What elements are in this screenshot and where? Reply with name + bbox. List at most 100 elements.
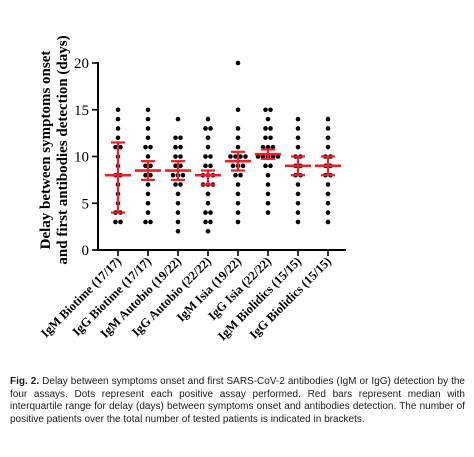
data-point <box>208 154 213 159</box>
data-point <box>265 191 271 197</box>
data-point <box>208 219 213 225</box>
data-point <box>178 135 183 141</box>
data-point <box>173 154 178 159</box>
data-point <box>233 172 238 178</box>
data-point <box>265 200 271 206</box>
data-point <box>325 219 331 225</box>
caption-text: Delay between symptoms onset and first S… <box>10 376 465 425</box>
data-point <box>145 191 151 197</box>
data-point <box>268 107 273 113</box>
data-point <box>143 144 148 150</box>
data-point <box>205 229 211 234</box>
data-point <box>235 126 241 131</box>
data-point <box>235 144 241 150</box>
data-point <box>175 116 181 122</box>
data-point <box>178 163 183 169</box>
data-point <box>173 182 178 187</box>
data-point <box>208 126 213 131</box>
data-point <box>115 135 121 141</box>
data-point <box>265 172 271 178</box>
data-point <box>203 163 208 169</box>
data-point <box>145 200 151 206</box>
data-point <box>148 163 153 169</box>
data-point <box>115 107 121 113</box>
figure-caption: Fig. 2. Delay between symptoms onset and… <box>10 376 465 426</box>
data-point <box>243 154 248 159</box>
data-point <box>143 219 148 225</box>
data-point <box>145 126 151 131</box>
data-point <box>205 191 211 197</box>
data-point <box>145 116 151 122</box>
data-point <box>118 144 123 150</box>
data-point <box>208 163 213 169</box>
data-point <box>265 182 271 187</box>
data-point <box>295 135 301 141</box>
data-point <box>235 219 241 225</box>
data-point <box>205 116 211 122</box>
y-tick-label: 10 <box>74 150 89 166</box>
data-point <box>148 219 153 225</box>
data-point <box>235 200 241 206</box>
data-point <box>175 210 181 215</box>
data-point <box>325 116 331 122</box>
y-tick-label: 15 <box>74 103 89 119</box>
data-point <box>145 107 151 113</box>
data-point <box>228 154 233 159</box>
data-point <box>145 210 151 215</box>
data-point <box>265 210 271 215</box>
y-tick-label: 0 <box>82 243 90 259</box>
data-point <box>235 191 241 197</box>
data-point <box>295 210 301 215</box>
data-point <box>238 172 243 178</box>
data-point <box>230 163 236 169</box>
chart-marks <box>105 60 341 234</box>
data-point <box>233 154 238 159</box>
data-point <box>173 163 178 169</box>
caption-label: Fig. 2. <box>10 376 40 387</box>
data-point <box>203 219 208 225</box>
y-tick-label: 5 <box>82 196 90 212</box>
data-point <box>270 144 276 150</box>
data-point <box>325 191 331 197</box>
data-point <box>175 229 181 234</box>
data-point <box>148 144 153 150</box>
data-point <box>238 154 243 159</box>
data-point <box>203 210 208 215</box>
data-point <box>178 144 183 150</box>
data-point <box>148 172 153 178</box>
data-point <box>203 154 208 159</box>
data-point <box>113 144 118 150</box>
data-point <box>180 172 186 178</box>
data-point <box>235 60 241 66</box>
data-point <box>325 210 331 215</box>
data-point <box>175 200 181 206</box>
data-point <box>325 144 331 150</box>
data-point <box>263 126 268 131</box>
data-point <box>118 219 123 225</box>
data-point <box>175 219 181 225</box>
data-point <box>205 135 211 141</box>
data-point <box>170 172 176 178</box>
data-point <box>263 163 268 169</box>
figure-chart: Delay between symptoms onset and first a… <box>38 35 346 343</box>
data-point <box>235 182 241 187</box>
data-point <box>173 135 178 141</box>
data-point <box>173 144 178 150</box>
data-point <box>263 135 268 141</box>
data-point <box>205 200 211 206</box>
data-point <box>235 135 241 141</box>
data-point <box>203 126 208 131</box>
data-point <box>115 126 121 131</box>
y-axis-label-line2: and first antibodies detection (days) <box>55 35 71 264</box>
data-point <box>325 200 331 206</box>
data-point <box>295 200 301 206</box>
data-point <box>113 219 118 225</box>
data-point <box>208 210 213 215</box>
data-point <box>295 144 301 150</box>
data-point <box>205 144 211 150</box>
data-point <box>265 116 271 122</box>
data-point <box>325 135 331 141</box>
data-point <box>268 163 273 169</box>
data-point <box>295 219 301 225</box>
